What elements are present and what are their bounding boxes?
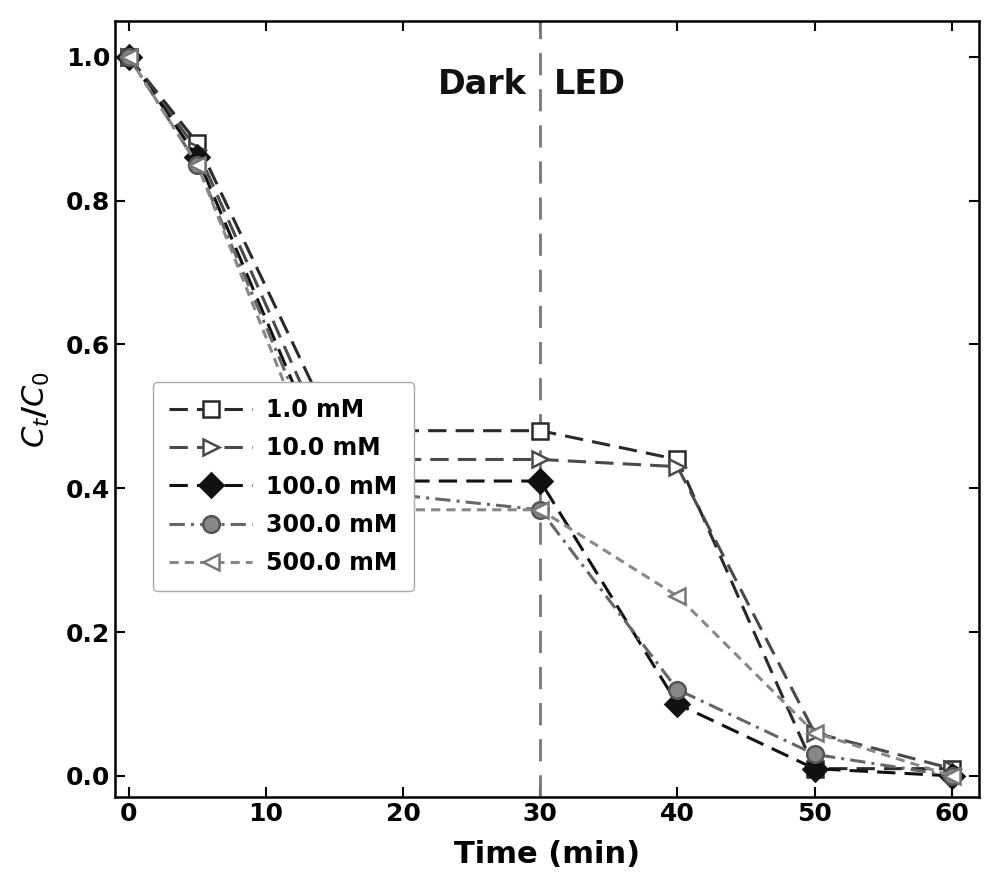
10.0 mM [809, 727, 821, 738]
500.0 mM [534, 505, 546, 515]
300.0 mM [191, 159, 203, 170]
500.0 mM [809, 727, 821, 738]
10.0 mM [946, 764, 958, 774]
100.0 mM [671, 699, 683, 709]
10.0 mM [191, 145, 203, 156]
300.0 mM [534, 505, 546, 515]
10.0 mM [534, 454, 546, 465]
10.0 mM [671, 461, 683, 472]
Line: 500.0 mM: 500.0 mM [120, 48, 960, 784]
300.0 mM [946, 771, 958, 781]
300.0 mM [671, 684, 683, 695]
500.0 mM [329, 505, 341, 515]
500.0 mM [946, 771, 958, 781]
1.0 mM [671, 454, 683, 465]
100.0 mM [191, 152, 203, 163]
1.0 mM [534, 425, 546, 436]
100.0 mM [809, 764, 821, 774]
1.0 mM [946, 764, 958, 774]
100.0 mM [946, 771, 958, 781]
Line: 1.0 mM: 1.0 mM [120, 48, 960, 777]
Line: 10.0 mM: 10.0 mM [120, 48, 960, 777]
1.0 mM [191, 138, 203, 149]
300.0 mM [329, 483, 341, 494]
100.0 mM [534, 475, 546, 486]
500.0 mM [671, 591, 683, 602]
X-axis label: Time (min): Time (min) [454, 840, 640, 870]
Y-axis label: $C_t$/$C_0$: $C_t$/$C_0$ [21, 370, 52, 448]
Line: 300.0 mM: 300.0 mM [120, 48, 960, 784]
10.0 mM [329, 454, 341, 465]
1.0 mM [329, 425, 341, 436]
300.0 mM [123, 52, 135, 62]
300.0 mM [809, 748, 821, 759]
Text: Dark: Dark [438, 68, 527, 101]
100.0 mM [123, 52, 135, 62]
100.0 mM [329, 475, 341, 486]
500.0 mM [191, 159, 203, 170]
10.0 mM [123, 52, 135, 62]
Legend: 1.0 mM, 10.0 mM, 100.0 mM, 300.0 mM, 500.0 mM: 1.0 mM, 10.0 mM, 100.0 mM, 300.0 mM, 500… [153, 382, 414, 592]
1.0 mM [809, 764, 821, 774]
Text: LED: LED [554, 68, 626, 101]
Line: 100.0 mM: 100.0 mM [120, 48, 960, 784]
500.0 mM [123, 52, 135, 62]
1.0 mM [123, 52, 135, 62]
